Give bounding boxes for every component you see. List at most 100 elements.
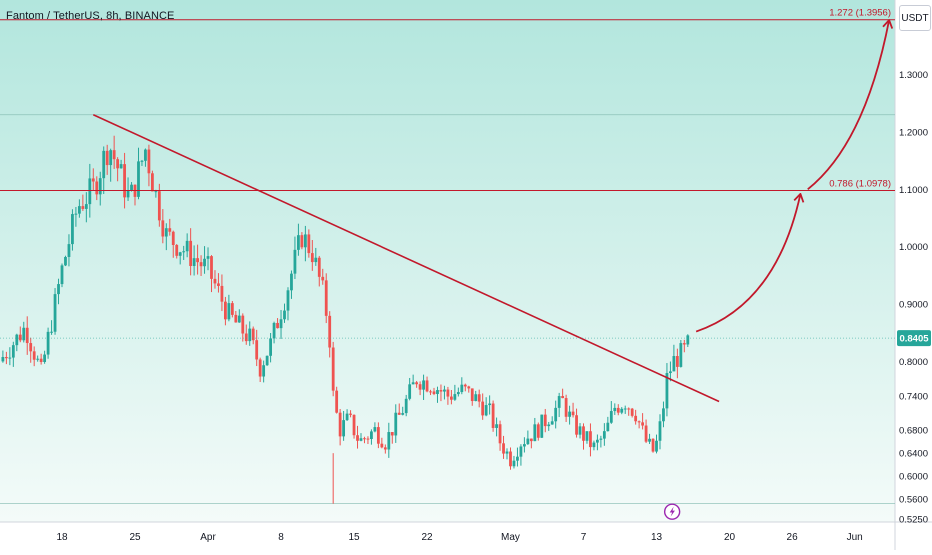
candle-body [602, 431, 606, 439]
candle-body [8, 357, 12, 359]
candle-body [220, 285, 224, 302]
candle-body [627, 408, 631, 410]
y-axis-tick-label: 0.5600 [899, 495, 928, 506]
y-axis-tick-label: 1.2000 [899, 127, 928, 138]
candle-body [509, 451, 512, 467]
candle-body [651, 438, 655, 452]
candle-body [317, 257, 321, 277]
candle-body [543, 414, 547, 427]
candle-body [502, 443, 505, 454]
candle-body [213, 278, 217, 284]
candle-body [512, 460, 516, 467]
candle-body [15, 334, 19, 346]
candle-body [227, 303, 231, 320]
candle-body [321, 276, 325, 281]
candle-body [620, 408, 624, 413]
candle-body [582, 426, 585, 441]
candle-body [536, 424, 540, 438]
y-axis-tick-label: 0.8000 [899, 357, 928, 368]
candle-body [550, 421, 554, 425]
candle-body [237, 315, 241, 323]
candle-body [352, 414, 356, 436]
candle-body [286, 290, 290, 311]
arrow-head [793, 192, 805, 203]
candle-body [307, 234, 311, 254]
candle-body [366, 438, 370, 440]
candle-body [137, 161, 140, 197]
candle-body [140, 160, 144, 162]
candle-body [331, 347, 335, 391]
candle-body [91, 178, 95, 182]
trend-line[interactable] [92, 113, 720, 403]
candle-body [599, 438, 603, 440]
candle-body [481, 401, 485, 416]
candle-body [234, 314, 238, 323]
candle-body [196, 258, 199, 263]
candle-body [488, 403, 492, 406]
candle-body [342, 420, 346, 437]
x-axis-tick-label: 13 [651, 532, 663, 543]
candle-body [370, 431, 373, 439]
candle-body [411, 382, 415, 385]
candle-body [119, 164, 123, 169]
candle-body [474, 394, 478, 402]
candle-body [578, 426, 582, 435]
last-price-badge[interactable] [897, 330, 931, 347]
x-axis-tick-label: 8 [278, 532, 284, 543]
candle-body [623, 408, 627, 410]
candle-body [425, 380, 429, 392]
y-axis-tick-label: 1.3000 [899, 70, 928, 81]
candle-body [415, 382, 419, 385]
candle-body [126, 190, 130, 198]
candle-body [81, 206, 85, 209]
candle-body [390, 432, 394, 436]
candle-body [88, 178, 92, 205]
candle-body [22, 327, 26, 341]
candle-body [533, 424, 537, 442]
projection-arrow[interactable] [807, 19, 890, 190]
projection-arrow[interactable] [695, 193, 802, 333]
candle-body [112, 150, 116, 160]
candle-body [11, 345, 15, 358]
candle-body [150, 173, 154, 192]
candle-body [175, 244, 179, 256]
fib-level-label: 0.786 (1.0978) [829, 179, 891, 190]
candle-body [297, 235, 300, 250]
candle-body [36, 358, 40, 360]
arrow-head [882, 19, 894, 29]
candle-body [376, 427, 380, 444]
candle-body [630, 408, 634, 416]
candle-body [130, 184, 133, 191]
candle-body [164, 228, 168, 237]
candle-body [436, 390, 439, 395]
candle-body [300, 235, 304, 248]
candle-body [144, 149, 147, 161]
candle-body [32, 351, 36, 360]
candle-body [178, 252, 182, 256]
candle-body [682, 343, 686, 345]
candle-body [251, 328, 255, 341]
candle-body [634, 415, 638, 422]
candle-body [147, 149, 151, 174]
x-axis-tick-label: 15 [348, 532, 360, 543]
candle-body [60, 265, 64, 285]
candle-body [609, 411, 613, 423]
candle-body [662, 408, 665, 422]
candle-body [484, 405, 488, 416]
candle-body [658, 421, 662, 441]
candle-body [505, 451, 509, 454]
candle-body [25, 327, 29, 344]
candle-body [592, 442, 596, 448]
candle-body [276, 322, 279, 329]
symbol-title[interactable]: Fantom / TetherUS, 8h, BINANCE [6, 10, 175, 22]
currency-badge[interactable]: USDT [899, 5, 931, 31]
candle-body [470, 388, 474, 402]
candle-body [672, 356, 676, 372]
candle-body [585, 431, 589, 441]
candle-body [408, 384, 412, 399]
x-axis-tick-label: 26 [787, 532, 799, 543]
y-axis-tick-label: 0.6400 [899, 449, 928, 460]
candle-body [154, 191, 158, 193]
x-axis-tick-label: 7 [581, 532, 587, 543]
